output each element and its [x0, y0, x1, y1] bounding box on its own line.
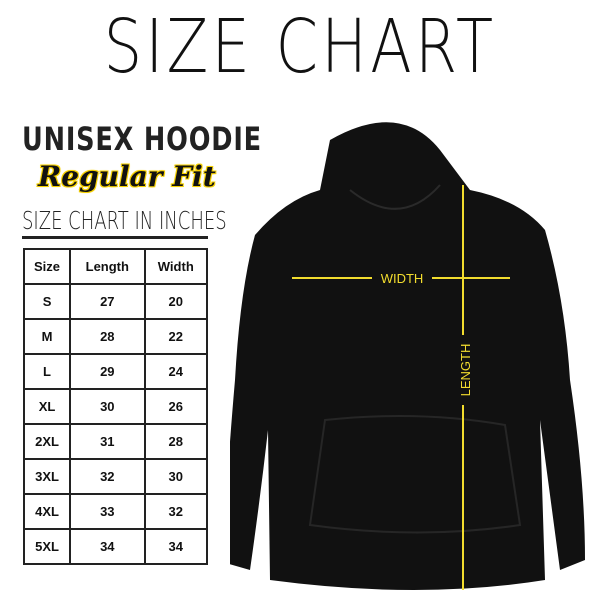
- fit-label: Regular Fit: [38, 160, 216, 193]
- table-cell: 4XL: [22, 493, 72, 530]
- table-cell: 32: [143, 493, 209, 530]
- table-cell: 32: [69, 458, 146, 495]
- table-cell: 2XL: [22, 423, 72, 460]
- table-row: 4XL 33 32: [22, 493, 209, 530]
- table-cell: 27: [69, 283, 146, 320]
- size-table: Size Length Width S 27 20 M 28 22 L 29 24 XL 30 26 2XL 3…: [22, 248, 209, 565]
- table-row: 2XL 31 28: [22, 423, 209, 460]
- chart-heading: SIZE CHART IN INCHES: [22, 206, 227, 235]
- table-cell: XL: [22, 388, 72, 425]
- length-label: LENGTH: [458, 344, 473, 397]
- table-cell: M: [22, 318, 72, 355]
- hood-opening: [349, 184, 441, 210]
- table-row: 5XL 34 34: [22, 528, 209, 565]
- table-row: 3XL 32 30: [22, 458, 209, 495]
- table-cell: 3XL: [22, 458, 72, 495]
- table-cell: 26: [143, 388, 209, 425]
- table-cell: L: [22, 353, 72, 390]
- table-cell: Width: [143, 248, 209, 285]
- hoodie-diagram: WIDTH LENGTH: [230, 122, 585, 590]
- pocket: [308, 415, 522, 534]
- table-cell: 30: [143, 458, 209, 495]
- table-cell: Length: [69, 248, 146, 285]
- product-name: UNISEX HOODIE: [22, 120, 262, 158]
- table-cell: 20: [143, 283, 209, 320]
- table-cell: 34: [143, 528, 209, 565]
- table-cell: 33: [69, 493, 146, 530]
- table-cell: S: [22, 283, 72, 320]
- table-cell: 22: [143, 318, 209, 355]
- page-title: SIZE CHART: [103, 4, 497, 90]
- table-row: L 29 24: [22, 353, 209, 390]
- heading-underline: [22, 236, 208, 239]
- table-cell: 5XL: [22, 528, 72, 565]
- table-cell: 24: [143, 353, 209, 390]
- table-cell: 31: [69, 423, 146, 460]
- table-row: M 28 22: [22, 318, 209, 355]
- table-cell: 28: [69, 318, 146, 355]
- table-cell: 30: [69, 388, 146, 425]
- table-header-row: Size Length Width: [22, 248, 209, 285]
- table-cell: 34: [69, 528, 146, 565]
- hoodie-body: [230, 122, 585, 590]
- table-cell: 28: [143, 423, 209, 460]
- width-label: WIDTH: [381, 271, 424, 286]
- table-cell: 29: [69, 353, 146, 390]
- table-row: XL 30 26: [22, 388, 209, 425]
- table-cell: Size: [22, 248, 72, 285]
- table-row: S 27 20: [22, 283, 209, 320]
